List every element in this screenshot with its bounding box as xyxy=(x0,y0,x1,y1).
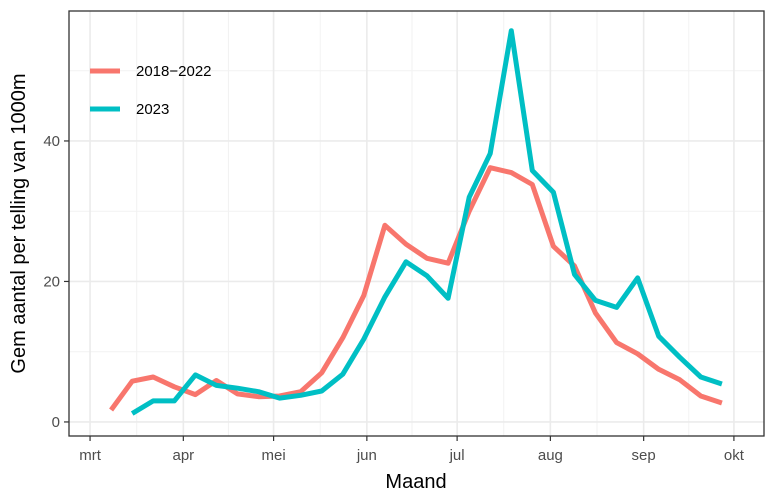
legend-label-0: 2018−2022 xyxy=(136,63,212,80)
series-lines xyxy=(109,28,723,416)
legend: 2018−2022 2023 xyxy=(90,63,212,118)
x-axis-title: Maand xyxy=(385,471,446,493)
y-tick-label: 40 xyxy=(43,133,60,150)
y-tick-label: 20 xyxy=(43,273,60,290)
x-tick-label: sep xyxy=(632,447,656,464)
x-tick-label: apr xyxy=(172,447,194,464)
grid-lines xyxy=(69,11,764,436)
x-tick-label: okt xyxy=(724,447,745,464)
y-tick-label: 0 xyxy=(52,414,60,431)
x-tick-label: jun xyxy=(356,447,377,464)
x-tick-label: aug xyxy=(538,447,563,464)
x-tick-label: jul xyxy=(449,447,465,464)
panel-border xyxy=(68,10,765,437)
series-line-1 xyxy=(130,28,723,416)
y-axis-title: Gem aantal per telling van 1000m xyxy=(8,73,30,373)
x-tick-label: mei xyxy=(262,447,286,464)
y-axis: 0 20 40 xyxy=(43,133,69,431)
plot-panel xyxy=(69,11,764,436)
x-tick-label: mrt xyxy=(79,447,101,464)
legend-label-1: 2023 xyxy=(136,101,169,118)
x-axis: mrt apr mei jun jul aug sep okt xyxy=(79,436,745,464)
